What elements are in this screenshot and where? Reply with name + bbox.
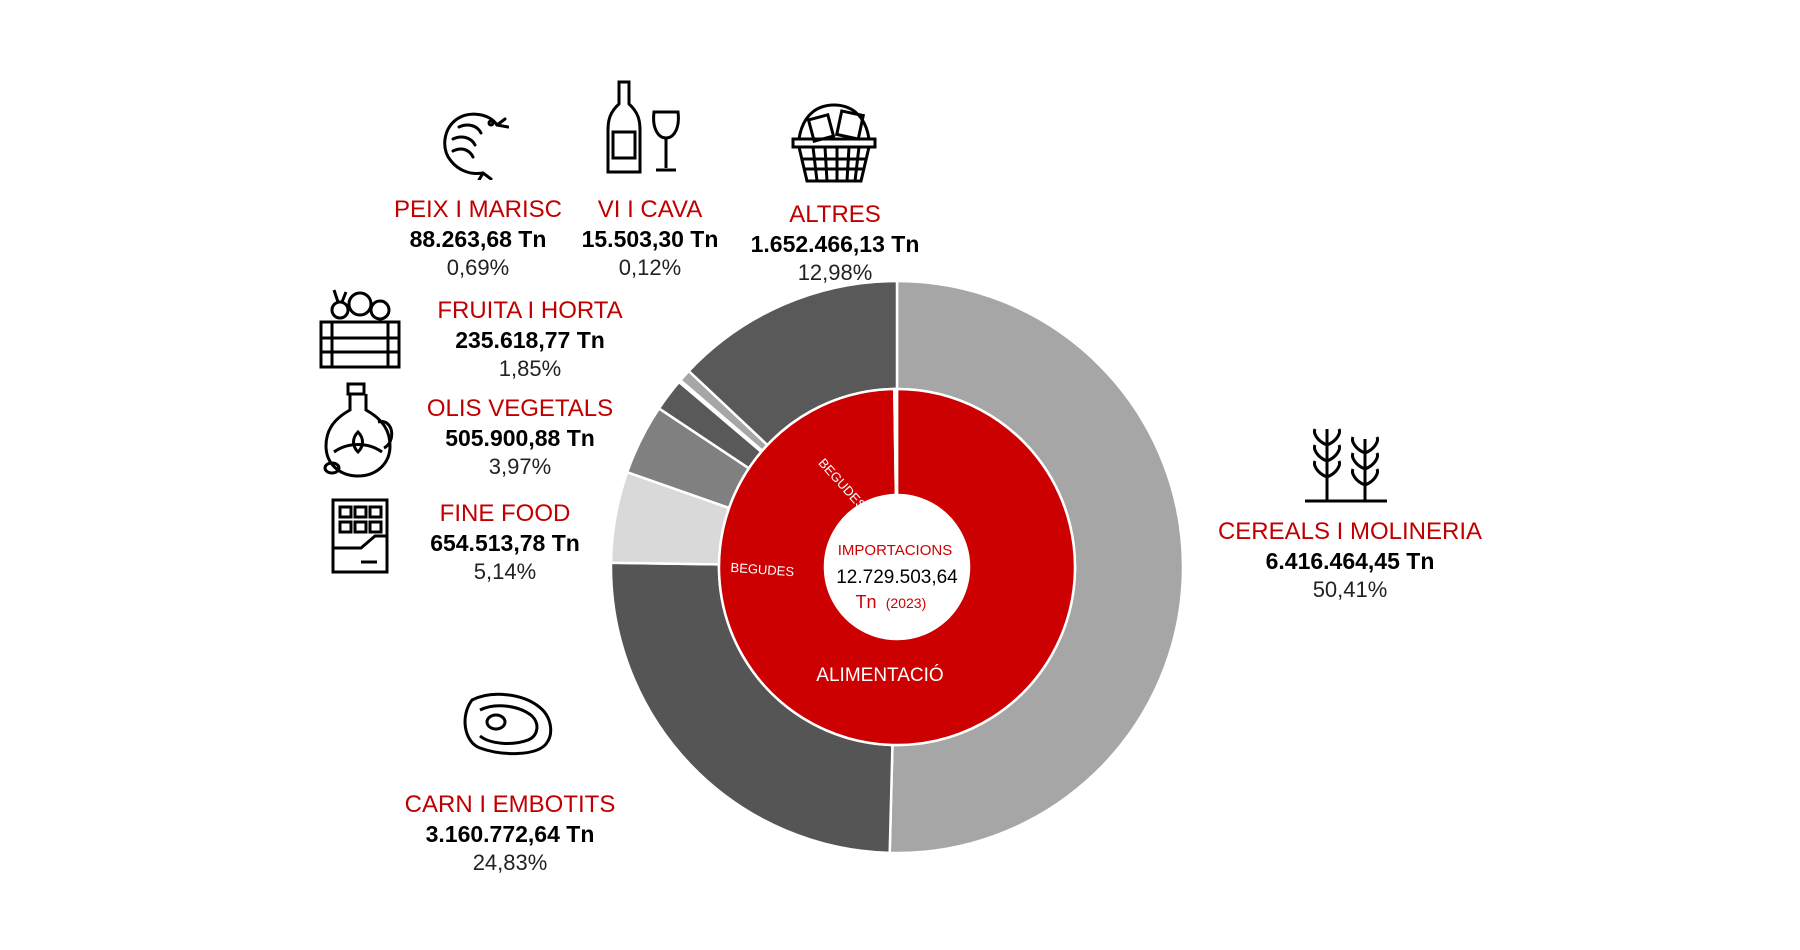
label-carn-i-embotits: CARN I EMBOTITS 3.160.772,64 Tn 24,83% [370, 790, 650, 876]
category-tonnes: 3.160.772,64 Tn [425, 821, 595, 847]
category-tonnes: 235.618,77 Tn [455, 327, 605, 353]
category-name: CEREALS I MOLINERIA [1217, 518, 1483, 545]
category-percent: 1,85% [498, 355, 562, 381]
center-total: 12.729.503,64 [836, 567, 958, 588]
vegetable-crate-icon [319, 289, 401, 369]
center-title: IMPORTACIONS [838, 542, 952, 559]
category-tonnes: 654.513,78 Tn [430, 530, 580, 556]
category-percent: 0,12% [618, 254, 682, 280]
label-fruita-i-horta: FRUITA I HORTA 235.618,77 Tn 1,85% [410, 296, 650, 382]
category-tonnes: 1.652.466,13 Tn [750, 231, 920, 257]
category-name: FINE FOOD [439, 500, 571, 527]
wine-icon [606, 80, 680, 174]
category-name: ALTRES [789, 201, 881, 228]
category-percent: 3,97% [488, 453, 552, 479]
category-name: FRUITA I HORTA [437, 297, 623, 324]
category-percent: 50,41% [1312, 576, 1388, 602]
label-altres: ALTRES 1.652.466,13 Tn 12,98% [735, 200, 935, 286]
category-percent: 12,98% [797, 259, 873, 285]
oil-bottle-icon [323, 382, 394, 478]
label-peix-i-marisc: PEIX I MARISC 88.263,68 Tn 0,69% [383, 195, 573, 281]
inner-label-begudes-lower: BEGUDES [730, 560, 795, 579]
category-percent: 5,14% [473, 558, 537, 584]
inner-label-alimentacio: ALIMENTACIÓ [816, 664, 943, 686]
category-tonnes: 6.416.464,45 Tn [1265, 548, 1435, 574]
category-name: CARN I EMBOTITS [404, 791, 616, 818]
category-name: OLIS VEGETALS [426, 395, 614, 422]
outer-ring [609, 279, 1185, 855]
label-vi-i-cava: VI I CAVA 15.503,30 Tn 0,12% [570, 195, 730, 281]
category-name: PEIX I MARISC [393, 196, 563, 223]
category-tonnes: 15.503,30 Tn [581, 226, 719, 252]
category-percent: 0,69% [446, 254, 510, 280]
center-unit: Tn [855, 592, 876, 612]
category-name: VI I CAVA [597, 196, 703, 223]
center-year: (2023) [886, 595, 926, 611]
category-tonnes: 88.263,68 Tn [409, 226, 547, 252]
steak-icon [463, 692, 553, 756]
label-olis-vegetals: OLIS VEGETALS 505.900,88 Tn 3,97% [400, 394, 640, 480]
label-fine-food: FINE FOOD 654.513,78 Tn 5,14% [395, 499, 615, 585]
wheat-icon [1305, 428, 1387, 503]
center-hole [825, 495, 969, 639]
category-percent: 24,83% [472, 849, 548, 875]
inner-slice-segment-3 [894, 387, 899, 497]
shrimp-icon [443, 112, 509, 180]
chocolate-icon [331, 498, 389, 574]
label-cereals-i-molineria: CEREALS I MOLINERIA 6.416.464,45 Tn 50,4… [1190, 517, 1510, 603]
basket-icon [791, 103, 877, 183]
category-tonnes: 505.900,88 Tn [445, 425, 595, 451]
